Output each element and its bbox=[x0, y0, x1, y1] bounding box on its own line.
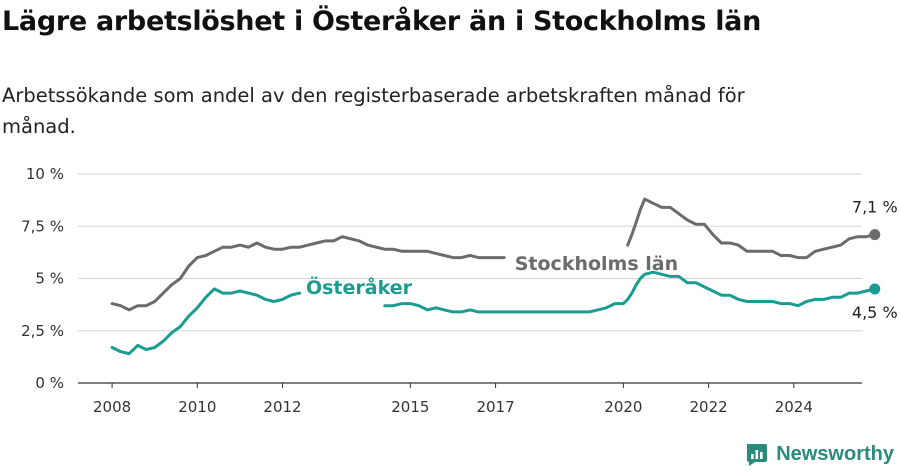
y-tick-label: 0 % bbox=[35, 374, 64, 392]
series-end-point bbox=[869, 229, 881, 241]
x-tick-label: 2024 bbox=[775, 398, 813, 416]
y-tick-label: 2,5 % bbox=[21, 322, 64, 340]
x-tick-label: 2008 bbox=[93, 398, 131, 416]
y-tick-label: 7,5 % bbox=[21, 217, 64, 235]
series-end-value-label: 7,1 % bbox=[852, 198, 898, 217]
series-labels: 7,1 % Stockholms län 4,5 % Österåker bbox=[306, 198, 898, 322]
axes: 0 % 2,5 % 5 % 7,5 % 10 % 2008 2010 2012 2015 2017… bbox=[21, 165, 813, 416]
y-tick-label: 10 % bbox=[26, 165, 64, 183]
series-line-stockholms-lan bbox=[110, 235, 506, 312]
grid-lines bbox=[78, 173, 862, 384]
x-tick-label: 2010 bbox=[178, 398, 216, 416]
series-end-value-label: 4,5 % bbox=[852, 303, 898, 322]
series-lines bbox=[110, 197, 881, 356]
x-tick-label: 2012 bbox=[263, 398, 301, 416]
series-line-osteraker bbox=[110, 287, 302, 356]
series-name-label: Stockholms län bbox=[515, 253, 678, 275]
x-tick-label: 2017 bbox=[476, 398, 514, 416]
newsworthy-logo-icon bbox=[747, 444, 768, 466]
series-end-point bbox=[869, 283, 881, 295]
x-tick-label: 2022 bbox=[690, 398, 728, 416]
brand-logo[interactable]: Newsworthy bbox=[745, 442, 894, 466]
chart-title: Lägre arbetslöshet i Österåker än i Stoc… bbox=[2, 6, 762, 37]
x-tick-label: 2020 bbox=[604, 398, 642, 416]
chart-subtitle: Arbetssökande som andel av den registerb… bbox=[2, 84, 745, 138]
y-tick-label: 5 % bbox=[35, 270, 64, 288]
series-line-stockholms-lan bbox=[626, 197, 877, 260]
series-line-osteraker bbox=[383, 270, 877, 314]
series-name-label: Österåker bbox=[306, 275, 413, 299]
x-tick-label: 2015 bbox=[391, 398, 429, 416]
brand-name: Newsworthy bbox=[776, 442, 894, 465]
